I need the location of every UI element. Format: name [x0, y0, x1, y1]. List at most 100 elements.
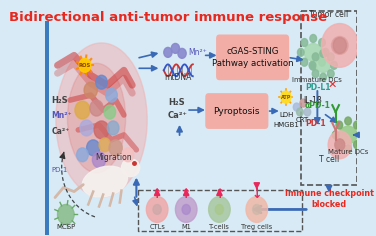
Circle shape	[336, 121, 343, 129]
Circle shape	[331, 61, 337, 69]
Text: HMGB1: HMGB1	[274, 122, 300, 128]
Text: CTLs: CTLs	[149, 224, 165, 230]
Circle shape	[122, 148, 134, 162]
Text: ✕: ✕	[327, 80, 337, 90]
Circle shape	[310, 62, 317, 70]
Text: ATP: ATP	[280, 95, 291, 100]
Circle shape	[281, 91, 291, 103]
Circle shape	[297, 48, 304, 56]
Circle shape	[171, 43, 180, 53]
Circle shape	[301, 38, 308, 46]
Circle shape	[75, 101, 90, 119]
Text: ↓: ↓	[252, 188, 262, 201]
Circle shape	[146, 197, 168, 222]
Circle shape	[336, 141, 343, 149]
Text: T cell: T cell	[319, 155, 339, 164]
Text: CRT: CRT	[296, 117, 309, 123]
Text: αPD-1: αPD-1	[305, 101, 331, 110]
Circle shape	[104, 105, 116, 119]
Circle shape	[164, 47, 172, 57]
Circle shape	[353, 141, 360, 149]
Circle shape	[353, 121, 360, 129]
Text: ↑: ↑	[214, 188, 224, 201]
Circle shape	[86, 140, 100, 156]
Circle shape	[182, 204, 190, 215]
Text: H₂S: H₂S	[168, 98, 185, 107]
Text: Pyroptosis: Pyroptosis	[214, 106, 260, 116]
Circle shape	[333, 38, 346, 53]
Text: mtDNA: mtDNA	[164, 73, 192, 82]
Text: Ca²⁺: Ca²⁺	[52, 127, 70, 136]
Text: T-cells: T-cells	[209, 224, 230, 230]
Circle shape	[209, 197, 230, 222]
Circle shape	[96, 75, 107, 89]
Circle shape	[322, 48, 329, 56]
Text: Mn²⁺: Mn²⁺	[188, 48, 206, 57]
Circle shape	[320, 49, 326, 57]
Text: Bidirectional anti-tumor immune response: Bidirectional anti-tumor immune response	[9, 11, 327, 24]
Text: Ca²⁺: Ca²⁺	[168, 111, 188, 120]
Text: IL-1β: IL-1β	[303, 96, 322, 105]
Circle shape	[92, 152, 106, 168]
Circle shape	[293, 103, 300, 111]
Circle shape	[345, 117, 352, 125]
Text: cGAS-STING
Pathway activation: cGAS-STING Pathway activation	[212, 47, 293, 68]
Circle shape	[84, 82, 97, 98]
Circle shape	[327, 70, 334, 78]
Circle shape	[304, 108, 311, 116]
Circle shape	[332, 131, 339, 139]
Text: Mature DCs: Mature DCs	[328, 149, 368, 155]
Circle shape	[106, 88, 117, 102]
Circle shape	[253, 204, 261, 215]
Circle shape	[246, 197, 268, 222]
Circle shape	[178, 48, 186, 58]
Circle shape	[99, 138, 111, 152]
Circle shape	[175, 197, 197, 222]
Circle shape	[215, 204, 224, 215]
Circle shape	[153, 204, 161, 215]
Text: PD-L1: PD-L1	[305, 83, 331, 92]
Circle shape	[328, 131, 352, 159]
Circle shape	[58, 204, 74, 224]
Circle shape	[79, 58, 91, 72]
Text: PD-1: PD-1	[305, 119, 326, 128]
FancyBboxPatch shape	[205, 93, 268, 129]
Circle shape	[357, 131, 364, 139]
Circle shape	[301, 58, 308, 66]
Text: Treg cells: Treg cells	[241, 224, 272, 230]
Ellipse shape	[82, 166, 127, 197]
Circle shape	[319, 38, 325, 46]
Ellipse shape	[304, 44, 322, 61]
Circle shape	[310, 34, 317, 42]
Circle shape	[312, 53, 319, 61]
Circle shape	[345, 145, 352, 153]
Text: M1: M1	[181, 224, 191, 230]
Text: Immune checkpoint
blocked: Immune checkpoint blocked	[285, 189, 373, 210]
Text: Migration: Migration	[95, 153, 132, 162]
Text: ↑: ↑	[181, 188, 191, 201]
Circle shape	[80, 120, 93, 136]
Bar	[45, 21, 49, 235]
Circle shape	[309, 61, 316, 69]
Ellipse shape	[332, 37, 348, 54]
Circle shape	[109, 140, 122, 156]
Circle shape	[90, 100, 103, 116]
Text: Tumor cell: Tumor cell	[309, 10, 349, 19]
Circle shape	[321, 24, 358, 67]
Circle shape	[335, 139, 345, 151]
Text: Immature DCs: Immature DCs	[293, 77, 342, 83]
Ellipse shape	[67, 63, 126, 173]
Circle shape	[77, 148, 88, 162]
Text: MCSP: MCSP	[56, 224, 76, 230]
Circle shape	[300, 99, 306, 107]
Ellipse shape	[121, 159, 140, 177]
Text: PD-1: PD-1	[52, 167, 68, 173]
FancyBboxPatch shape	[216, 34, 289, 80]
Circle shape	[320, 73, 326, 81]
Text: LDH: LDH	[279, 112, 294, 118]
Circle shape	[312, 70, 319, 78]
Circle shape	[297, 108, 303, 116]
Text: H₂S: H₂S	[52, 96, 68, 105]
Text: Mn²⁺: Mn²⁺	[52, 110, 72, 119]
Text: ↑: ↑	[152, 188, 162, 201]
